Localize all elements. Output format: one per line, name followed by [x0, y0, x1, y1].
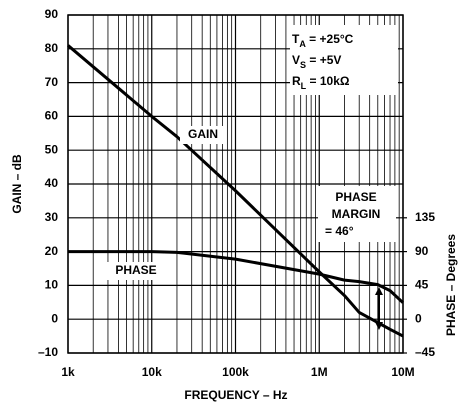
y2-tick-label: 45: [415, 278, 429, 292]
y-tick-label: 20: [45, 244, 59, 258]
y-tick-label: 40: [45, 176, 59, 190]
x-tick-label: 1M: [311, 365, 328, 379]
x-tick-label: 10M: [391, 365, 414, 379]
y-tick-label: 60: [45, 109, 59, 123]
condition-text: = +5V: [306, 53, 341, 67]
y-tick-label: 30: [45, 210, 59, 224]
condition-text: = 10kΩ: [306, 74, 350, 88]
y-tick-label: 50: [45, 142, 59, 156]
x-tick-label: 10k: [142, 365, 162, 379]
x-axis-label: FREQUENCY – Hz: [184, 388, 287, 402]
x-tick-label: 100k: [222, 365, 249, 379]
y2-tick-label: 0: [415, 311, 422, 325]
y-tick-label: 90: [45, 7, 59, 21]
y-tick-label: 70: [45, 75, 59, 89]
phase-margin-label: = 46°: [325, 224, 354, 238]
y2-tick-label: 135: [415, 210, 435, 224]
series-label: GAIN: [188, 127, 218, 141]
condition-text: = +25°C: [306, 32, 354, 46]
y-tick-label: –10: [38, 345, 58, 359]
phase-margin-label: PHASE: [335, 190, 376, 204]
condition-symbol: V: [292, 53, 300, 67]
phase-margin-label: MARGIN: [332, 207, 381, 221]
y-tick-label: 0: [51, 311, 58, 325]
y-tick-label: 80: [45, 41, 59, 55]
y2-tick-label: –45: [415, 345, 435, 359]
y2-tick-label: 90: [415, 244, 429, 258]
condition-symbol: R: [292, 74, 301, 88]
y2-axis-label: PHASE – Degrees: [444, 234, 458, 336]
y-tick-label: 10: [45, 278, 59, 292]
series-label: PHASE: [115, 263, 156, 277]
y-axis-label: GAIN – dB: [10, 154, 24, 214]
chart: FREQUENCY – Hz GAIN – dB PHASE – Degrees…: [0, 0, 460, 410]
x-tick-label: 1k: [61, 365, 75, 379]
